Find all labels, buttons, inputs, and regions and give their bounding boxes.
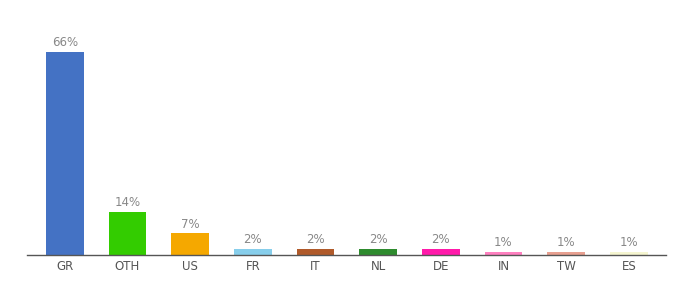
Bar bbox=[610, 252, 647, 255]
Bar bbox=[359, 249, 397, 255]
Bar bbox=[296, 249, 335, 255]
Bar bbox=[46, 52, 84, 255]
Text: 1%: 1% bbox=[557, 236, 575, 250]
Text: 2%: 2% bbox=[306, 233, 325, 246]
Bar bbox=[109, 212, 146, 255]
Bar bbox=[422, 249, 460, 255]
Bar bbox=[485, 252, 522, 255]
Bar bbox=[234, 249, 271, 255]
Text: 2%: 2% bbox=[243, 233, 262, 246]
Text: 1%: 1% bbox=[494, 236, 513, 250]
Text: 14%: 14% bbox=[114, 196, 141, 209]
Bar bbox=[171, 233, 209, 255]
Text: 7%: 7% bbox=[181, 218, 199, 231]
Text: 2%: 2% bbox=[369, 233, 388, 246]
Text: 1%: 1% bbox=[619, 236, 638, 250]
Bar bbox=[547, 252, 585, 255]
Text: 66%: 66% bbox=[52, 36, 78, 49]
Text: 2%: 2% bbox=[432, 233, 450, 246]
